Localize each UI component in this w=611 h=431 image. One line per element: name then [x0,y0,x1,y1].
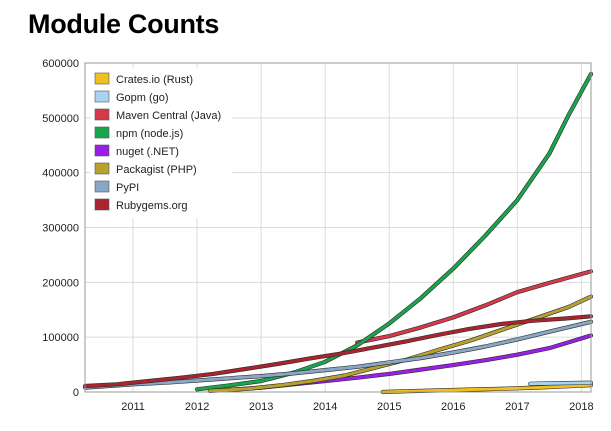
x-tick-label: 2013 [249,401,273,413]
legend-label: Rubygems.org [116,200,188,212]
legend-swatch [94,180,110,193]
x-tick-label: 2011 [121,401,145,413]
series-line [355,269,593,345]
legend-swatch [94,108,110,121]
series-line [381,383,593,394]
x-tick-label: 2017 [505,401,529,413]
legend-label: Maven Central (Java) [116,110,221,122]
legend-label: npm (node.js) [116,128,183,140]
y-tick-label: 100000 [42,332,79,344]
legend-swatch [94,126,110,139]
grid [85,63,591,392]
y-tick-label: 0 [73,387,79,399]
y-tick-label: 300000 [42,223,79,235]
legend-swatch [94,162,110,175]
legend-background [90,68,232,218]
series-lines [82,71,594,395]
series-line [195,72,593,391]
y-tick-label: 500000 [42,113,79,125]
legend-label: Packagist (PHP) [116,164,197,176]
legend-swatch [94,90,110,103]
series-line [83,320,593,390]
y-tick-label: 200000 [42,277,79,289]
y-tick-label: 400000 [42,168,79,180]
plot-frame [84,62,592,393]
legend-label: nuget (.NET) [116,146,179,158]
x-tick-label: 2012 [185,401,209,413]
legend: Crates.io (Rust) Gopm (go) Maven Central (… [90,68,232,218]
legend-swatch [94,72,110,85]
x-tick-label: 2014 [313,401,337,413]
legend-swatch [94,198,110,211]
x-tick-label: 2015 [377,401,401,413]
x-tick-label: 2016 [441,401,465,413]
legend-label: Gopm (go) [116,92,169,104]
chart-title: Module Counts [28,9,220,39]
legend-label: Crates.io (Rust) [116,74,193,86]
y-tick-label: 600000 [42,58,79,70]
legend-label: PyPI [116,182,139,194]
x-tick-label: 2018 [569,401,593,413]
series-line [528,381,593,386]
legend-swatch [94,144,110,157]
axis-ticks: 2011 2012 2013 2014 2015 2016 2017 2018 0 100000 2… [42,58,593,413]
series-line [83,314,593,388]
